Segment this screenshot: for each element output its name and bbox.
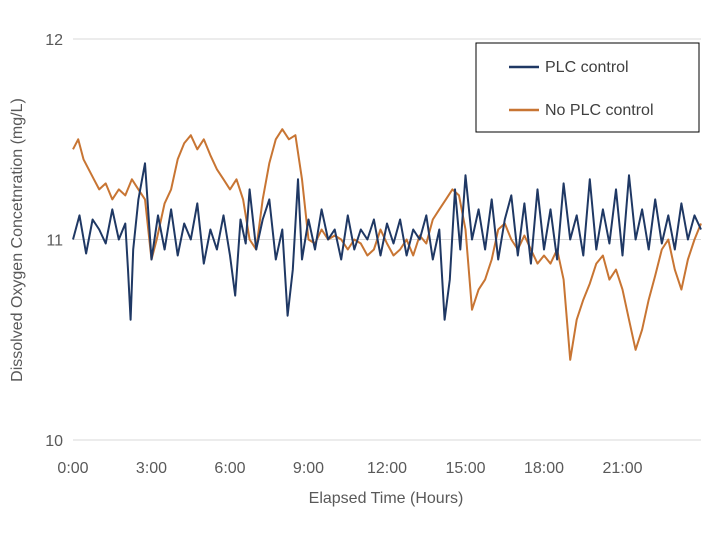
y-axis-ticks: 10 11 12 <box>45 32 63 450</box>
legend-label-plc-control: PLC control <box>545 59 629 76</box>
x-axis-ticks: 0:00 3:00 6:00 9:00 12:00 15:00 18:00 21:00 <box>57 460 642 477</box>
x-tick-label: 18:00 <box>524 460 564 477</box>
x-tick-label: 9:00 <box>293 460 324 477</box>
x-tick-label: 3:00 <box>136 460 167 477</box>
y-axis-title: Dissolved Oxygen Concetnration (mg/L) <box>9 98 26 382</box>
y-tick-label: 10 <box>45 433 63 450</box>
x-tick-label: 0:00 <box>57 460 88 477</box>
series-line-plc-control <box>72 162 702 321</box>
legend-label-no-plc-control: No PLC control <box>545 102 654 119</box>
legend: PLC control No PLC control <box>475 42 700 133</box>
series-layer <box>72 128 702 361</box>
x-tick-label: 6:00 <box>214 460 245 477</box>
y-tick-label: 11 <box>46 233 63 250</box>
x-tick-label: 21:00 <box>602 460 642 477</box>
x-tick-label: 12:00 <box>367 460 407 477</box>
legend-box <box>475 42 700 133</box>
x-axis-title: Elapsed Time (Hours) <box>309 490 464 507</box>
y-tick-label: 12 <box>45 32 63 49</box>
x-tick-label: 15:00 <box>445 460 485 477</box>
series-line-no-plc-control <box>72 128 702 361</box>
